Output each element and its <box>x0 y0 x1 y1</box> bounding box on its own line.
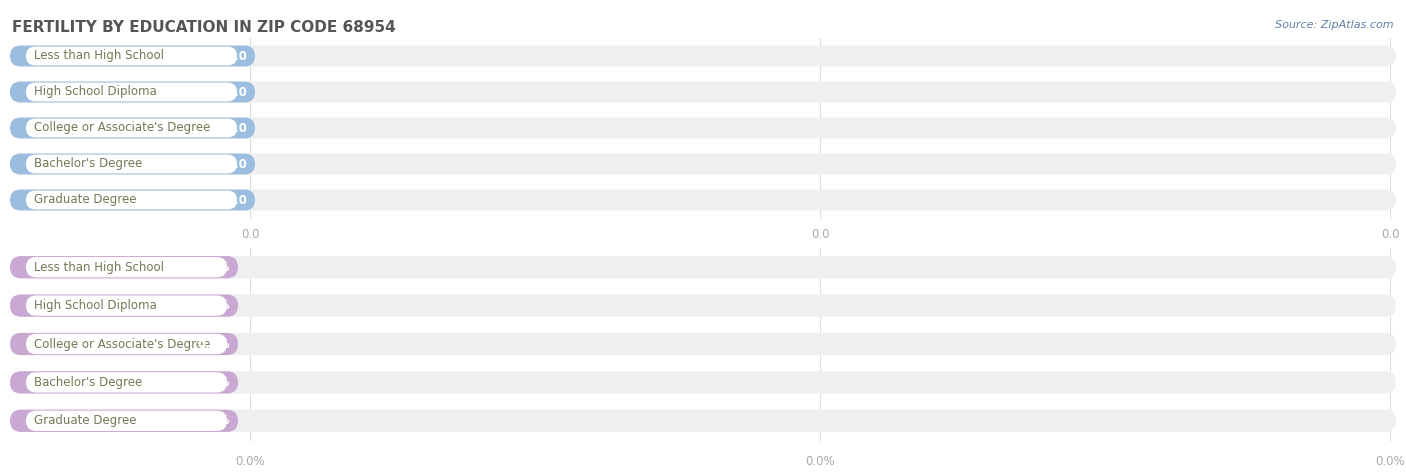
FancyBboxPatch shape <box>25 119 238 138</box>
Text: 0.0%: 0.0% <box>806 455 835 468</box>
FancyBboxPatch shape <box>25 334 226 354</box>
Text: 0.0%: 0.0% <box>197 337 231 350</box>
FancyBboxPatch shape <box>10 46 254 67</box>
Text: FERTILITY BY EDUCATION IN ZIP CODE 68954: FERTILITY BY EDUCATION IN ZIP CODE 68954 <box>13 20 395 35</box>
FancyBboxPatch shape <box>10 333 238 355</box>
FancyBboxPatch shape <box>25 257 226 278</box>
FancyBboxPatch shape <box>25 82 238 101</box>
Text: Source: ZipAtlas.com: Source: ZipAtlas.com <box>1275 20 1393 30</box>
FancyBboxPatch shape <box>10 118 1396 139</box>
Text: Graduate Degree: Graduate Degree <box>34 194 136 207</box>
Text: 0.0: 0.0 <box>226 121 247 135</box>
FancyBboxPatch shape <box>10 333 1396 355</box>
Text: 0.0%: 0.0% <box>197 261 231 274</box>
Text: Less than High School: Less than High School <box>34 50 165 62</box>
FancyBboxPatch shape <box>10 189 1396 210</box>
Text: Graduate Degree: Graduate Degree <box>34 414 136 427</box>
Text: 0.0%: 0.0% <box>197 299 231 312</box>
FancyBboxPatch shape <box>10 410 1396 432</box>
FancyBboxPatch shape <box>10 46 1396 67</box>
Text: 0.0%: 0.0% <box>1375 455 1405 468</box>
FancyBboxPatch shape <box>10 295 238 317</box>
FancyBboxPatch shape <box>10 295 1396 317</box>
Text: 0.0: 0.0 <box>240 228 259 241</box>
FancyBboxPatch shape <box>10 118 254 139</box>
FancyBboxPatch shape <box>10 81 254 102</box>
Text: College or Associate's Degree: College or Associate's Degree <box>34 121 211 135</box>
FancyBboxPatch shape <box>10 371 1396 394</box>
FancyBboxPatch shape <box>10 256 238 278</box>
Text: 0.0: 0.0 <box>1381 228 1399 241</box>
FancyBboxPatch shape <box>25 372 226 393</box>
Text: College or Associate's Degree: College or Associate's Degree <box>34 337 211 350</box>
FancyBboxPatch shape <box>10 410 238 432</box>
Text: 0.0: 0.0 <box>811 228 830 241</box>
Text: 0.0: 0.0 <box>226 194 247 207</box>
FancyBboxPatch shape <box>10 154 254 174</box>
Text: 0.0%: 0.0% <box>197 376 231 389</box>
Text: Bachelor's Degree: Bachelor's Degree <box>34 376 142 389</box>
FancyBboxPatch shape <box>25 47 238 65</box>
Text: Less than High School: Less than High School <box>34 261 165 274</box>
FancyBboxPatch shape <box>10 154 1396 174</box>
FancyBboxPatch shape <box>25 190 238 209</box>
FancyBboxPatch shape <box>10 189 254 210</box>
FancyBboxPatch shape <box>25 155 238 173</box>
Text: Bachelor's Degree: Bachelor's Degree <box>34 158 142 170</box>
FancyBboxPatch shape <box>10 256 1396 278</box>
Text: 0.0: 0.0 <box>226 86 247 99</box>
FancyBboxPatch shape <box>10 371 238 394</box>
Text: 0.0%: 0.0% <box>197 414 231 427</box>
Text: 0.0%: 0.0% <box>235 455 264 468</box>
Text: High School Diploma: High School Diploma <box>34 86 156 99</box>
Text: High School Diploma: High School Diploma <box>34 299 156 312</box>
Text: 0.0: 0.0 <box>226 158 247 170</box>
FancyBboxPatch shape <box>10 81 1396 102</box>
Text: 0.0: 0.0 <box>226 50 247 62</box>
FancyBboxPatch shape <box>25 296 226 316</box>
FancyBboxPatch shape <box>25 411 226 431</box>
